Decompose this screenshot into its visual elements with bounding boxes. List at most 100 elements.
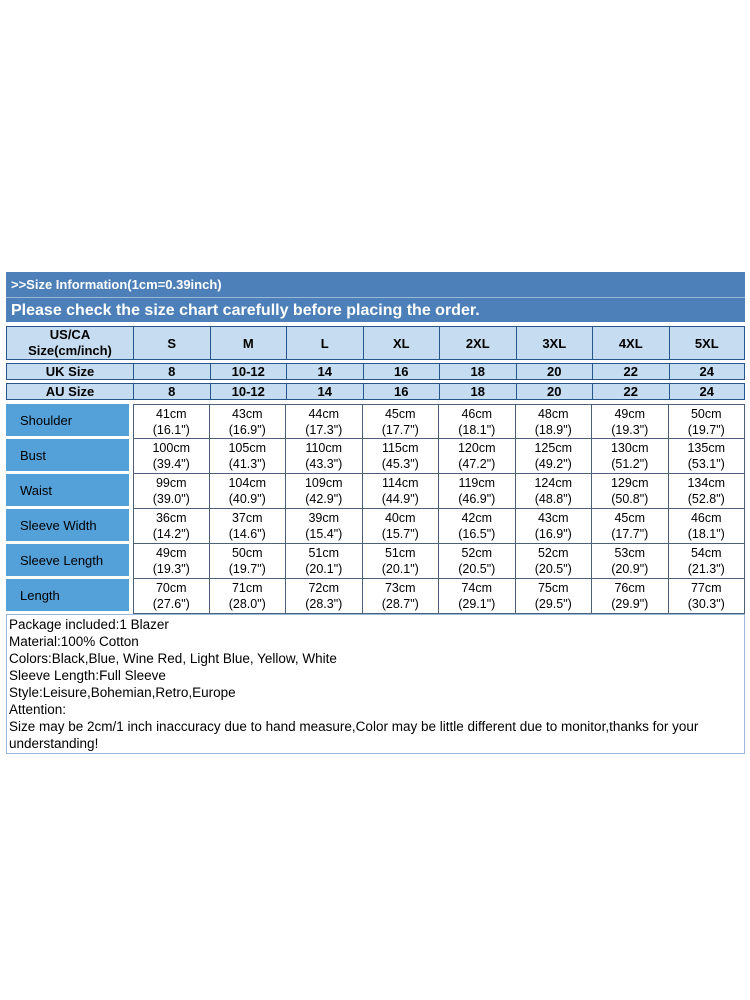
value-cm: 45cm <box>384 406 416 421</box>
value-cm: 77cm <box>690 581 722 595</box>
measurement-value-cell: 43cm (16.9") <box>515 509 592 544</box>
measurement-row: Sleeve Width 36cm (14.2") 37cm (14.6") 39cm (1… <box>6 509 745 544</box>
measurement-value-cell: 48cm (18.9") <box>515 404 592 439</box>
measurement-value-cell: 45cm (17.7") <box>592 509 669 544</box>
value-cm: 44cm <box>308 406 340 421</box>
uk-size-label: UK Size <box>6 363 133 380</box>
value-cm: 45cm <box>614 511 646 525</box>
value-cm: 73cm <box>384 581 416 595</box>
uk-size-value: 10-12 <box>209 363 286 380</box>
banner-title: >>Size Information(1cm=0.39inch) <box>11 277 222 292</box>
measurement-value-cell: 100cm (39.4") <box>133 439 210 474</box>
measurement-value-cell: 40cm (15.7") <box>362 509 439 544</box>
value-inch: (14.6") <box>228 527 266 541</box>
value-inch: (14.2") <box>152 527 190 541</box>
measurement-value-cell: 43cm (16.9") <box>209 404 286 439</box>
value-cm: 125cm <box>534 441 573 455</box>
value-cm: 49cm <box>614 406 646 421</box>
value-inch: (45.3") <box>381 457 419 471</box>
uk-size-value: 8 <box>133 363 210 380</box>
value-cm: 49cm <box>155 546 187 560</box>
value-cm: 46cm <box>690 511 722 525</box>
value-inch: (28.0") <box>228 597 266 611</box>
size-chart-table: US/CA Size(cm/inch) S M L XL 2XL 3XL 4XL 5XL UK… <box>6 326 745 614</box>
value-inch: (17.7") <box>381 422 419 437</box>
row-spacer <box>6 380 745 383</box>
uk-size-value: 16 <box>362 363 439 380</box>
value-cm: 50cm <box>231 546 263 560</box>
value-inch: (39.0") <box>152 492 190 506</box>
measurement-label: Length <box>6 579 133 614</box>
value-cm: 43cm <box>231 406 263 421</box>
value-cm: 129cm <box>610 476 649 490</box>
value-cm: 71cm <box>231 581 263 595</box>
size-column-header: L <box>286 326 363 360</box>
value-cm: 72cm <box>308 581 340 595</box>
measurement-value-cell: 70cm (27.6") <box>133 579 210 614</box>
value-cm: 100cm <box>152 441 191 455</box>
size-column-header: XL <box>362 326 439 360</box>
au-size-value: 10-12 <box>209 383 286 400</box>
measurement-value-cell: 110cm (43.3") <box>286 439 363 474</box>
measurement-value-cell: 52cm (20.5") <box>515 544 592 579</box>
value-inch: (16.1") <box>152 422 190 437</box>
measurement-row: Waist 99cm (39.0") 104cm (40.9") 109cm (42.9")… <box>6 474 745 509</box>
measurement-value-cell: 114cm (44.9") <box>362 474 439 509</box>
measurement-value-cell: 130cm (51.2") <box>592 439 669 474</box>
value-inch: (21.3") <box>687 562 725 576</box>
measurement-value-cell: 42cm (16.5") <box>439 509 516 544</box>
value-cm: 50cm <box>690 406 722 421</box>
value-inch: (17.7") <box>611 527 649 541</box>
value-cm: 41cm <box>155 406 187 421</box>
measurement-value-cell: 71cm (28.0") <box>209 579 286 614</box>
value-inch: (30.3") <box>687 597 725 611</box>
value-cm: 70cm <box>155 581 187 595</box>
measurement-value-cell: 124cm (48.8") <box>515 474 592 509</box>
au-size-value: 20 <box>515 383 592 400</box>
value-cm: 51cm <box>308 546 340 560</box>
value-cm: 75cm <box>537 581 569 595</box>
value-inch: (18.9") <box>534 422 572 437</box>
size-column-header: 3XL <box>515 326 592 360</box>
value-cm: 134cm <box>687 476 726 490</box>
uk-size-value: 20 <box>515 363 592 380</box>
value-inch: (28.7") <box>381 597 419 611</box>
notes-box: Package included:1 Blazer Material:100% C… <box>6 614 745 754</box>
au-size-value: 14 <box>286 383 363 400</box>
measurement-value-cell: 76cm (29.9") <box>592 579 669 614</box>
value-inch: (53.1") <box>687 457 725 471</box>
value-cm: 74cm <box>461 581 493 595</box>
measurement-value-cell: 50cm (19.7") <box>209 544 286 579</box>
measurement-value-cell: 99cm (39.0") <box>133 474 210 509</box>
value-inch: (29.5") <box>534 597 572 611</box>
measurement-value-cell: 49cm (19.3") <box>133 544 210 579</box>
note-line: Attention: <box>9 702 67 717</box>
measurement-value-cell: 49cm (19.3") <box>592 404 669 439</box>
corner-line-2: Size(cm/inch) <box>28 343 112 358</box>
value-cm: 115cm <box>381 441 419 455</box>
value-inch: (15.4") <box>305 527 343 541</box>
measurement-label: Shoulder <box>6 404 133 439</box>
measurement-value-cell: 44cm (17.3") <box>286 404 363 439</box>
value-inch: (42.9") <box>305 492 343 506</box>
value-cm: 52cm <box>461 546 493 560</box>
value-cm: 76cm <box>614 581 646 595</box>
corner-line-1: US/CA <box>49 327 91 342</box>
au-size-value: 8 <box>133 383 210 400</box>
measurement-value-cell: 105cm (41.3") <box>209 439 286 474</box>
row-spacer <box>6 360 745 363</box>
measurement-row: Bust 100cm (39.4") 105cm (41.3") 110cm (43.3")… <box>6 439 745 474</box>
note-line: Material:100% Cotton <box>9 634 139 649</box>
measurement-value-cell: 73cm (28.7") <box>362 579 439 614</box>
value-inch: (20.1") <box>305 562 343 576</box>
measurement-value-cell: 129cm (50.8") <box>592 474 669 509</box>
value-inch: (51.2") <box>611 457 649 471</box>
value-cm: 120cm <box>457 441 496 455</box>
au-size-value: 16 <box>362 383 439 400</box>
value-inch: (19.7") <box>228 562 266 576</box>
size-column-header: 2XL <box>439 326 516 360</box>
value-inch: (27.6") <box>152 597 190 611</box>
value-cm: 105cm <box>228 441 267 455</box>
value-cm: 51cm <box>384 546 416 560</box>
measurement-value-cell: 46cm (18.1") <box>439 404 516 439</box>
